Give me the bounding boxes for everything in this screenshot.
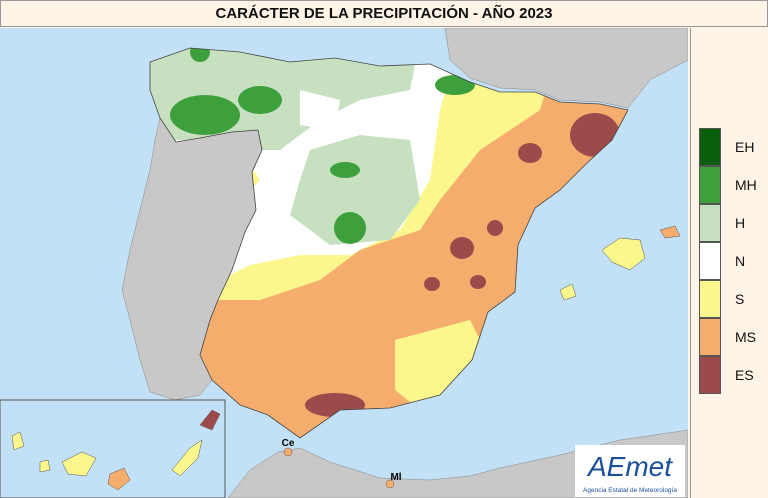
legend-label: N: [735, 253, 746, 269]
legend-item: EH: [699, 128, 768, 166]
zone: [283, 447, 293, 457]
zone: [170, 95, 240, 135]
legend-item: S: [699, 280, 768, 318]
legend-label: ES: [735, 367, 754, 383]
africa: [227, 429, 688, 498]
zone: [601, 237, 646, 271]
zone: [559, 283, 577, 301]
zone: [385, 479, 395, 489]
legend-item: ES: [699, 356, 768, 394]
zone: [518, 143, 542, 163]
logo-subtitle: Agencia Estatal de Meteorología: [583, 487, 677, 494]
legend-item: H: [699, 204, 768, 242]
zone: [290, 135, 420, 245]
zone: [61, 451, 97, 477]
zone: [424, 277, 440, 291]
map: Ce Ml AEmet Agencia Estatal de Meteorolo…: [0, 28, 688, 498]
zone: [470, 275, 486, 289]
zone: [659, 225, 681, 239]
city-label: Ce: [282, 438, 295, 449]
legend-label: H: [735, 215, 746, 231]
zone: [334, 212, 366, 244]
legend-label: S: [735, 291, 745, 307]
zone: [190, 48, 210, 62]
zone: [107, 467, 131, 491]
legend-label: MH: [735, 177, 757, 193]
zone: [300, 90, 340, 130]
zone: [39, 459, 51, 473]
legend: EH MH H N S MS ES: [690, 28, 768, 498]
city-label: Ml: [390, 472, 401, 483]
spain-outline: [149, 47, 629, 439]
legend-swatch: [699, 128, 721, 166]
zone: [330, 162, 360, 178]
legend-swatch: [699, 318, 721, 356]
legend-item: N: [699, 242, 768, 280]
legend-swatch: [699, 242, 721, 280]
zone: [171, 439, 203, 477]
zone: [450, 237, 474, 259]
zone: [11, 431, 25, 451]
zone: [238, 86, 282, 114]
legend-label: EH: [735, 139, 755, 155]
logo-box: [575, 445, 685, 497]
legend-swatch: [699, 204, 721, 242]
legend-item: MS: [699, 318, 768, 356]
legend-swatch: [699, 280, 721, 318]
zone: [199, 409, 221, 431]
legend-label: MS: [735, 329, 756, 345]
zone: [487, 220, 503, 236]
legend-swatch: [699, 166, 721, 204]
title: CARÁCTER DE LA PRECIPITACIÓN - AÑO 2023: [0, 0, 768, 27]
logo-name: AEmet: [586, 451, 673, 482]
france: [444, 28, 688, 109]
legend-item: MH: [699, 166, 768, 204]
legend-swatch: [699, 356, 721, 394]
